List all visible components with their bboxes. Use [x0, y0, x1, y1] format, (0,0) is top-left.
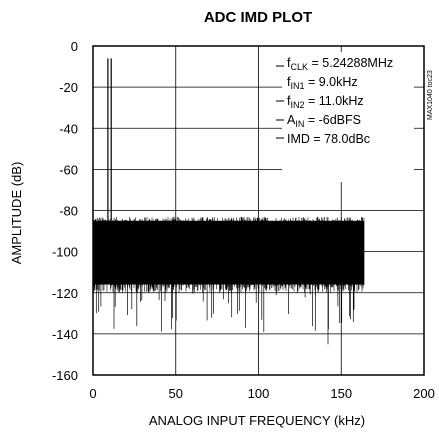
annotation-ain: AIN = -6dBFS: [287, 113, 361, 129]
y-tick-label: -40: [59, 121, 78, 136]
y-tick-label: -100: [52, 245, 78, 260]
y-tick-label: -60: [59, 162, 78, 177]
x-tick-label: 200: [413, 386, 435, 401]
noise-spurs: [95, 268, 355, 345]
annotation-imd: IMD = 78.0dBc: [287, 132, 370, 146]
x-tick-label: 50: [169, 386, 183, 401]
y-tick-label: 0: [71, 39, 78, 54]
annotation-box: fCLK = 5.24288MHz fIN1 = 9.0kHz fIN2 = 1…: [276, 52, 414, 182]
tone-peaks: [107, 58, 112, 227]
y-axis-ticks: 0 -20 -40 -60 -80 -100 -120 -140 -160: [52, 39, 78, 383]
watermark: MAX1040 toc23: [427, 70, 434, 120]
annotation-fclk: fCLK = 5.24288MHz: [287, 56, 393, 72]
y-axis-label: AMPLITUDE (dB): [9, 162, 24, 265]
y-tick-label: -80: [59, 204, 78, 219]
noise-floor-trace: [92, 216, 365, 345]
y-tick-label: -140: [52, 327, 78, 342]
plot-area-frame: [92, 45, 425, 376]
x-tick-label: 0: [89, 386, 96, 401]
x-tick-label: 150: [330, 386, 352, 401]
annotation-fin2: fIN2 = 11.0kHz: [287, 94, 364, 110]
y-tick-label: -20: [59, 80, 78, 95]
x-axis-label: ANALOG INPUT FREQUENCY (kHz): [149, 413, 365, 428]
x-tick-label: 100: [248, 386, 270, 401]
annotation-background: [282, 52, 414, 182]
y-tick-label: -120: [52, 286, 78, 301]
x-axis-ticks: 0 50 100 150 200: [89, 386, 434, 401]
annotation-fin1: fIN1 = 9.0kHz: [287, 75, 358, 91]
y-tick-label: -160: [52, 368, 78, 383]
chart-title: ADC IMD PLOT: [204, 9, 312, 26]
